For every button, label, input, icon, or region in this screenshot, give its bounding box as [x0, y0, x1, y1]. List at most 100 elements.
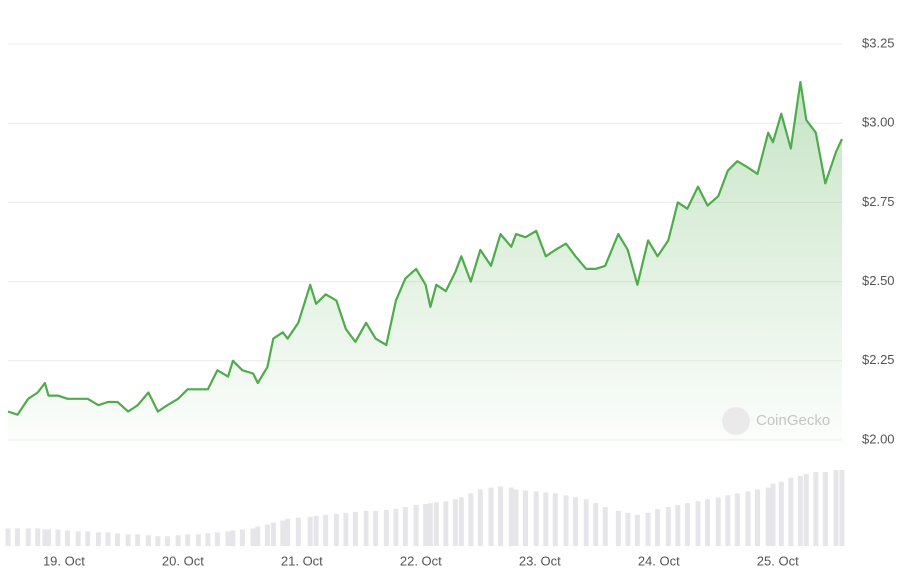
volume-bar [533, 491, 539, 546]
volume-bar [552, 493, 558, 546]
volume-bar [64, 530, 70, 546]
volume-bar [195, 534, 201, 546]
volume-bar [255, 526, 261, 546]
volume-bar [634, 514, 640, 546]
y-tick-label: $3.00 [862, 115, 895, 130]
volume-bar [214, 532, 220, 546]
volume-bar [695, 501, 701, 546]
volume-bar [413, 505, 419, 546]
volume-bar [488, 487, 494, 546]
volume-bar [295, 517, 301, 546]
volume-bar [225, 531, 231, 546]
volume-bar [715, 497, 721, 546]
volume-bar [833, 470, 839, 546]
volume-bar [765, 487, 771, 546]
volume-bar [55, 529, 61, 546]
volume-bar [427, 503, 433, 546]
volume-bar [602, 507, 608, 546]
volume-bar [25, 528, 31, 546]
volume-bar [264, 524, 270, 546]
volume-bar [45, 529, 51, 546]
x-tick-label: 19. Oct [43, 553, 85, 568]
volume-bar [770, 483, 776, 546]
y-tick-label: $2.00 [862, 431, 895, 446]
volume-bar [665, 507, 671, 546]
x-tick-label: 22. Oct [400, 553, 442, 568]
volume-bar [230, 530, 236, 546]
volume-bar [725, 495, 731, 546]
volume-bar [125, 534, 131, 546]
volume-bar [250, 528, 256, 546]
y-tick-label: $3.25 [862, 35, 895, 50]
volume-bar [625, 512, 631, 546]
x-tick-label: 24. Oct [638, 553, 680, 568]
volume-bar [95, 532, 101, 546]
volume-bar [797, 475, 803, 546]
watermark-text: CoinGecko [756, 412, 830, 429]
volume-bar [363, 510, 369, 546]
volume-bar [42, 529, 48, 546]
volume-bar [563, 495, 569, 546]
volume-bar [583, 499, 589, 546]
volume-bar [383, 509, 389, 546]
volume-bar [393, 508, 399, 546]
volume-bar [573, 497, 579, 546]
volume-bar [15, 528, 21, 546]
volume-bar [313, 515, 319, 546]
volume-bar [164, 536, 170, 546]
volume-bar [75, 531, 81, 546]
volume-bar [543, 492, 549, 546]
price-area [8, 82, 842, 440]
volume-bar [705, 499, 711, 546]
volume-bar [615, 510, 621, 546]
volume-bar [352, 511, 358, 546]
plot: $2.00 $2.25 $2.50 $2.75 $3.00 $3.25 19. Oct 20.… [5, 35, 895, 568]
volume-bar [645, 512, 651, 546]
volume-bar [5, 528, 11, 546]
volume-bar [443, 501, 449, 546]
volume-bar [745, 491, 751, 546]
volume-bar [85, 531, 91, 546]
volume-bar [839, 470, 845, 546]
y-tick-label: $2.75 [862, 194, 895, 209]
y-tick-label: $2.25 [862, 352, 895, 367]
volume-bar [285, 518, 291, 546]
volume-bar [755, 489, 761, 546]
volume-bar [145, 535, 151, 546]
volume-bar [373, 510, 379, 546]
volume-bar [452, 499, 458, 546]
volume-bar [684, 503, 690, 546]
volume-bar [270, 522, 276, 546]
volume-bar [323, 514, 329, 546]
volume-bar [307, 516, 313, 546]
volume-bar [803, 473, 809, 546]
x-tick-label: 20. Oct [162, 553, 204, 568]
volume-bar [734, 493, 740, 546]
volume-bar [813, 471, 819, 546]
volume-bar [593, 503, 599, 546]
watermark: CoinGecko [722, 407, 830, 435]
volume-bar [175, 535, 181, 546]
volume-bar [205, 533, 211, 546]
watermark-logo [722, 407, 750, 435]
volume-bar [105, 532, 111, 546]
volume-bar [468, 493, 474, 546]
volume-bar [155, 536, 161, 546]
volume-bar [788, 477, 794, 546]
volume-bar [655, 508, 661, 546]
price-line [7, 80, 843, 416]
volume-bar [402, 507, 408, 546]
volume-bar [523, 490, 529, 546]
volume-bar [135, 534, 141, 546]
volume-bar [675, 505, 681, 546]
y-tick-label: $2.50 [862, 273, 895, 288]
volume-bar [185, 534, 191, 546]
x-tick-label: 23. Oct [519, 553, 561, 568]
volume-bar [508, 487, 514, 546]
volume-bar [778, 481, 784, 546]
volume-bar [333, 513, 339, 546]
x-tick-label: 25. Oct [757, 553, 799, 568]
volume-bar [458, 497, 464, 546]
volume-bar [822, 471, 828, 546]
